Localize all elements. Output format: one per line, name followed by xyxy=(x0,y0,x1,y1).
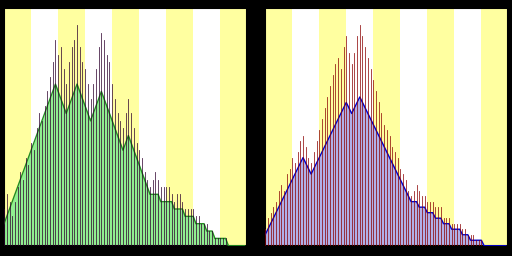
Bar xyxy=(508,8,512,246)
Bar xyxy=(481,8,508,246)
Bar xyxy=(31,8,58,246)
Bar xyxy=(139,8,166,246)
Bar xyxy=(112,8,139,246)
Bar xyxy=(454,8,481,246)
Bar xyxy=(400,8,428,246)
Bar xyxy=(4,8,31,246)
Bar xyxy=(247,8,274,246)
Bar xyxy=(346,8,373,246)
Bar xyxy=(166,8,193,246)
Bar xyxy=(428,8,454,246)
Bar xyxy=(193,8,220,246)
Bar xyxy=(58,8,85,246)
Bar xyxy=(220,8,247,246)
Bar xyxy=(319,8,346,246)
Bar xyxy=(85,8,112,246)
Bar xyxy=(373,8,400,246)
Bar xyxy=(265,8,292,246)
Bar xyxy=(292,8,319,246)
